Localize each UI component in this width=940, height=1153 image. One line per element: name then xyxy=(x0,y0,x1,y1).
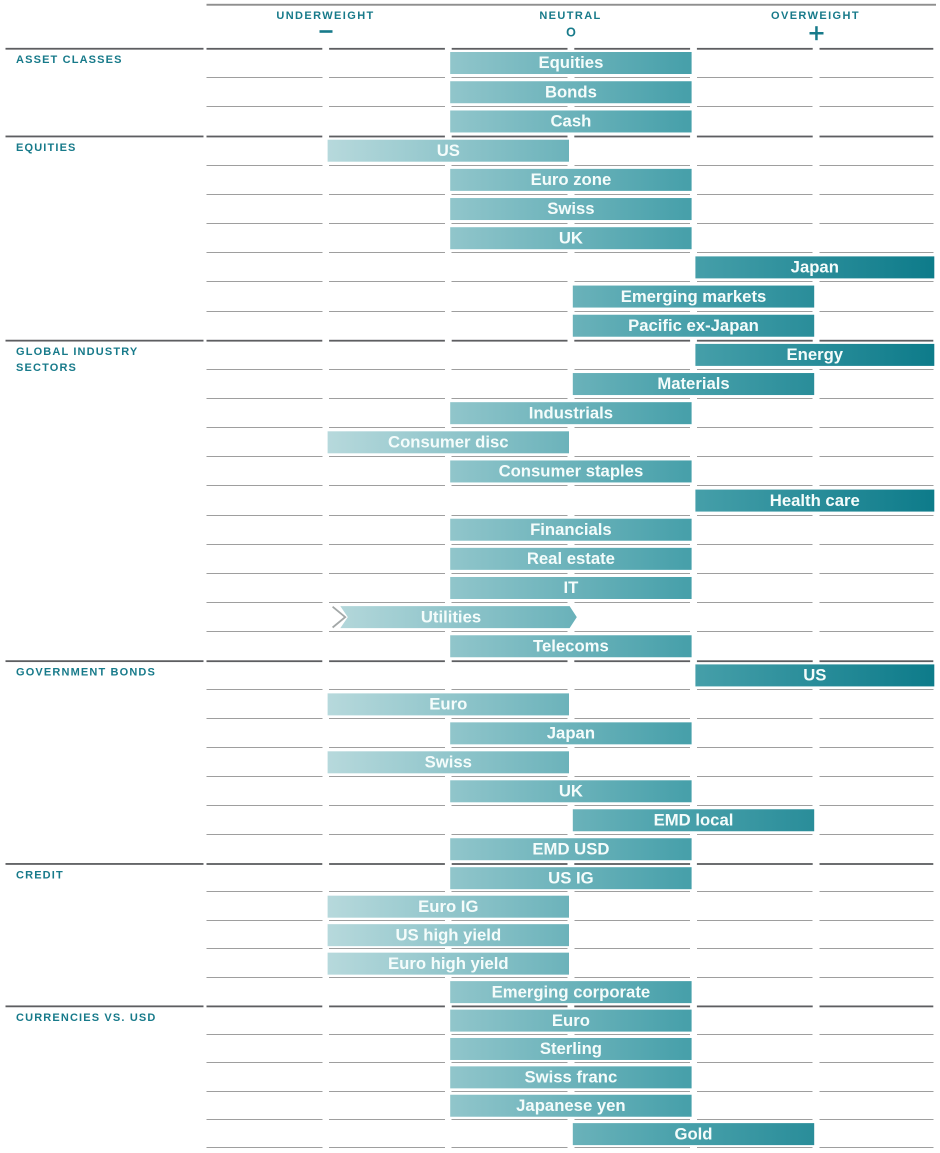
svg-text:Cash: Cash xyxy=(550,112,591,131)
svg-text:Swiss: Swiss xyxy=(425,753,472,772)
svg-text:Euro high yield: Euro high yield xyxy=(388,954,509,973)
svg-text:GLOBAL INDUSTRY: GLOBAL INDUSTRY xyxy=(16,346,138,358)
svg-text:Euro IG: Euro IG xyxy=(418,897,478,916)
svg-text:OVERWEIGHT: OVERWEIGHT xyxy=(771,10,860,22)
svg-text:EMD local: EMD local xyxy=(654,810,734,829)
svg-text:Gold: Gold xyxy=(674,1124,712,1143)
svg-text:NEUTRAL: NEUTRAL xyxy=(539,10,601,22)
svg-text:Telecoms: Telecoms xyxy=(533,636,609,655)
svg-text:O: O xyxy=(566,26,576,40)
svg-text:Financials: Financials xyxy=(530,520,612,539)
svg-text:Pacific ex-Japan: Pacific ex-Japan xyxy=(628,316,759,335)
svg-text:EQUITIES: EQUITIES xyxy=(16,142,77,154)
svg-text:Swiss: Swiss xyxy=(547,199,594,218)
svg-text:IT: IT xyxy=(563,578,579,597)
svg-text:Health care: Health care xyxy=(770,491,860,510)
svg-text:Japanese yen: Japanese yen xyxy=(516,1096,625,1115)
svg-text:Consumer staples: Consumer staples xyxy=(499,462,644,481)
svg-text:US high yield: US high yield xyxy=(395,925,501,944)
svg-text:Emerging corporate: Emerging corporate xyxy=(492,982,651,1001)
svg-text:Emerging markets: Emerging markets xyxy=(621,287,767,306)
svg-text:UNDERWEIGHT: UNDERWEIGHT xyxy=(276,10,374,22)
svg-text:ASSET CLASSES: ASSET CLASSES xyxy=(16,54,123,66)
svg-text:US: US xyxy=(437,141,460,160)
svg-text:Euro: Euro xyxy=(552,1011,590,1030)
svg-text:UK: UK xyxy=(559,228,583,247)
svg-text:CREDIT: CREDIT xyxy=(16,869,64,881)
svg-text:EMD USD: EMD USD xyxy=(532,839,609,858)
svg-text:US IG: US IG xyxy=(548,868,593,887)
svg-text:Consumer disc: Consumer disc xyxy=(388,433,509,452)
svg-text:US: US xyxy=(803,666,826,685)
svg-text:Real estate: Real estate xyxy=(527,549,615,568)
svg-text:Euro: Euro xyxy=(429,695,467,714)
svg-text:GOVERNMENT BONDS: GOVERNMENT BONDS xyxy=(16,667,156,679)
svg-text:Japan: Japan xyxy=(547,724,595,743)
svg-text:Sterling: Sterling xyxy=(540,1039,602,1058)
svg-text:Japan: Japan xyxy=(791,258,839,277)
svg-text:SECTORS: SECTORS xyxy=(16,362,77,374)
svg-text:Materials: Materials xyxy=(657,374,729,393)
svg-text:Bonds: Bonds xyxy=(545,82,597,101)
svg-text:UK: UK xyxy=(559,781,583,800)
svg-text:CURRENCIES VS. USD: CURRENCIES VS. USD xyxy=(16,1012,157,1024)
svg-text:Industrials: Industrials xyxy=(529,403,613,422)
svg-text:Energy: Energy xyxy=(787,345,844,364)
svg-text:Euro zone: Euro zone xyxy=(531,170,612,189)
svg-text:Swiss franc: Swiss franc xyxy=(525,1068,618,1087)
svg-text:Utilities: Utilities xyxy=(421,607,481,626)
svg-text:Equities: Equities xyxy=(538,53,603,72)
